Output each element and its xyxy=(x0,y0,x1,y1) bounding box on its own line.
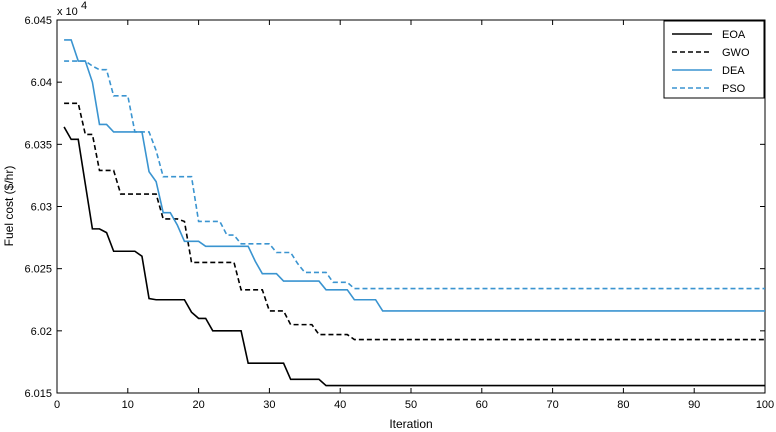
plot-area xyxy=(56,19,766,394)
x-tick-label: 50 xyxy=(405,399,417,411)
x-tick-label: 0 xyxy=(54,399,60,411)
x-tick-label: 70 xyxy=(546,399,558,411)
x-tick-label: 30 xyxy=(263,399,275,411)
legend-box xyxy=(663,20,765,99)
y-tick-label: 6.035 xyxy=(24,139,52,151)
series-line-eoa xyxy=(63,126,765,387)
x-tick-label: 60 xyxy=(476,399,488,411)
x-tick-label: 20 xyxy=(192,399,204,411)
series-line-pso xyxy=(64,60,765,290)
legend: EOA GWO DEA PSO xyxy=(663,20,765,99)
y-tick-label: 6.02 xyxy=(31,326,52,338)
y-tick-label: 6.015 xyxy=(24,388,52,400)
legend-label-eoa: EOA xyxy=(722,29,746,41)
y-axis-label: Fuel cost ($/hr) xyxy=(2,166,16,247)
x-tick-label: 80 xyxy=(617,399,629,411)
series-layer xyxy=(63,39,765,387)
series-line-dea xyxy=(64,39,765,312)
x-tick-label: 40 xyxy=(334,399,346,411)
legend-label-gwo: GWO xyxy=(722,47,750,59)
x-tick-label: 90 xyxy=(688,399,700,411)
y-tick-label: 6.04 xyxy=(31,77,52,89)
y-tick-label: 6.03 xyxy=(31,202,52,214)
legend-label-dea: DEA xyxy=(722,65,745,77)
y-tick-label: 6.025 xyxy=(24,264,52,276)
y-axis-ticks: 6.015 6.02 6.025 6.03 6.035 6.04 6.045 xyxy=(24,15,765,400)
x-tick-label: 10 xyxy=(122,399,134,411)
legend-label-pso: PSO xyxy=(722,83,746,95)
legend-items: EOA GWO DEA PSO xyxy=(672,29,750,95)
x-axis-ticks: 0 10 20 30 40 50 60 70 80 90 100 xyxy=(54,20,774,411)
x-tick-label: 100 xyxy=(756,399,774,411)
y-scale-multiplier: x 10 xyxy=(57,6,78,18)
x-axis-label: Iteration xyxy=(389,417,432,431)
y-scale-exponent: 4 xyxy=(81,0,87,12)
y-tick-label: 6.045 xyxy=(24,15,52,27)
